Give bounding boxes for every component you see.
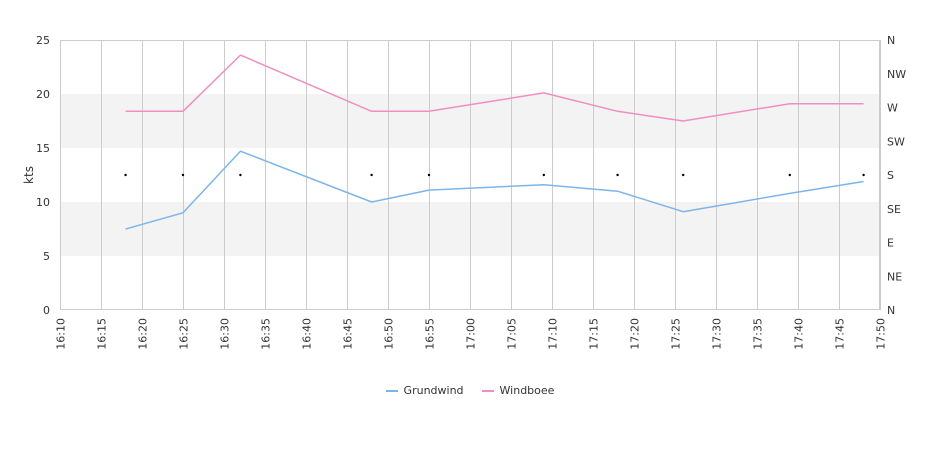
x-tick-label: 16:25 (178, 318, 191, 350)
direction-point (788, 173, 791, 177)
direction-point (239, 173, 242, 177)
x-tick-label: 16:50 (383, 318, 396, 350)
direction-tick-label: NW (887, 68, 906, 81)
x-tick-label: 17:15 (588, 318, 601, 350)
direction-tick-label: N (887, 304, 895, 317)
direction-point (862, 173, 865, 177)
direction-point (427, 173, 431, 177)
y-axis-direction: N NE E SE S SW W NW N (887, 34, 906, 317)
direction-point (682, 173, 685, 177)
y-tick-label: 5 (43, 250, 50, 263)
direction-tick-label: SW (887, 135, 905, 148)
x-tick-label: 16:40 (301, 318, 314, 350)
x-tick-label: 17:35 (752, 318, 765, 350)
y-tick-label: 25 (36, 34, 50, 47)
x-tick-label: 17:30 (711, 318, 724, 350)
x-gridlines (60, 40, 881, 310)
plot-frame (60, 40, 880, 310)
x-tick-label: 16:45 (342, 318, 355, 350)
direction-tick-label: SE (887, 203, 901, 216)
x-tick-label: 16:30 (219, 318, 232, 350)
x-tick-label: 16:15 (96, 318, 109, 350)
legend-item-grundwind[interactable]: Grundwind (385, 384, 464, 397)
x-tick-label: 17:20 (629, 318, 642, 350)
x-tick-label: 16:20 (137, 318, 150, 350)
x-tick-label: 17:05 (506, 318, 519, 350)
x-tick-label: 16:35 (260, 318, 273, 350)
direction-tick-label: S (887, 169, 894, 182)
series-lines (125, 54, 864, 230)
x-tick-label: 17:00 (465, 318, 478, 350)
direction-tick-label: E (887, 237, 894, 250)
direction-point (616, 173, 619, 177)
legend-swatch-grundwind (385, 389, 398, 392)
direction-point (542, 173, 545, 177)
x-tick-label: 17:45 (834, 318, 847, 350)
legend-label-grundwind: Grundwind (403, 384, 464, 397)
x-axis-labels: 16:10 16:15 16:20 16:25 16:30 16:35 16:40 16:45… (55, 318, 888, 350)
y-tick-label: 20 (36, 88, 50, 101)
series-line-grundwind (125, 150, 864, 230)
series-line-windboee (125, 54, 864, 122)
direction-tick-label: N (887, 34, 895, 47)
direction-points (124, 173, 865, 177)
x-tick-label: 17:10 (547, 318, 560, 350)
x-tick-label: 16:55 (424, 318, 437, 350)
y-tick-label: 15 (36, 142, 50, 155)
legend: Grundwind Windboee (0, 384, 940, 397)
direction-point (124, 173, 127, 177)
direction-point (181, 173, 185, 177)
direction-point (370, 173, 373, 177)
y-axis-left: 0 5 10 15 20 25 (36, 34, 50, 317)
legend-label-windboee: Windboee (499, 384, 555, 397)
x-tick-label: 17:50 (875, 318, 888, 350)
y-tick-label: 0 (43, 304, 50, 317)
x-tick-label: 16:10 (55, 318, 68, 350)
legend-item-windboee[interactable]: Windboee (481, 384, 555, 397)
y-axis-title: kts (22, 166, 36, 184)
x-tick-label: 17:25 (670, 318, 683, 350)
direction-tick-label: NE (887, 270, 902, 283)
x-tick-label: 17:40 (793, 318, 806, 350)
legend-swatch-windboee (481, 389, 494, 392)
direction-tick-label: W (887, 102, 898, 115)
y-tick-label: 10 (36, 196, 50, 209)
